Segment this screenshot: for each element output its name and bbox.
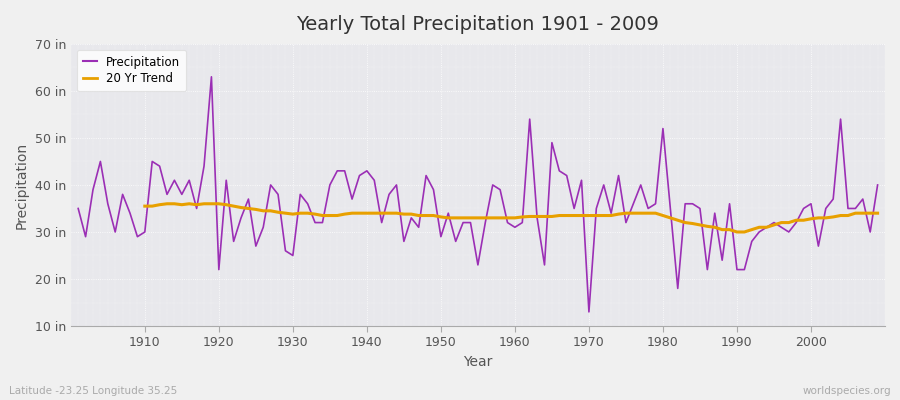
Text: Latitude -23.25 Longitude 35.25: Latitude -23.25 Longitude 35.25 — [9, 386, 177, 396]
Y-axis label: Precipitation: Precipitation — [15, 141, 29, 228]
X-axis label: Year: Year — [464, 355, 492, 369]
Legend: Precipitation, 20 Yr Trend: Precipitation, 20 Yr Trend — [76, 50, 186, 91]
Title: Yearly Total Precipitation 1901 - 2009: Yearly Total Precipitation 1901 - 2009 — [296, 15, 660, 34]
Text: worldspecies.org: worldspecies.org — [803, 386, 891, 396]
